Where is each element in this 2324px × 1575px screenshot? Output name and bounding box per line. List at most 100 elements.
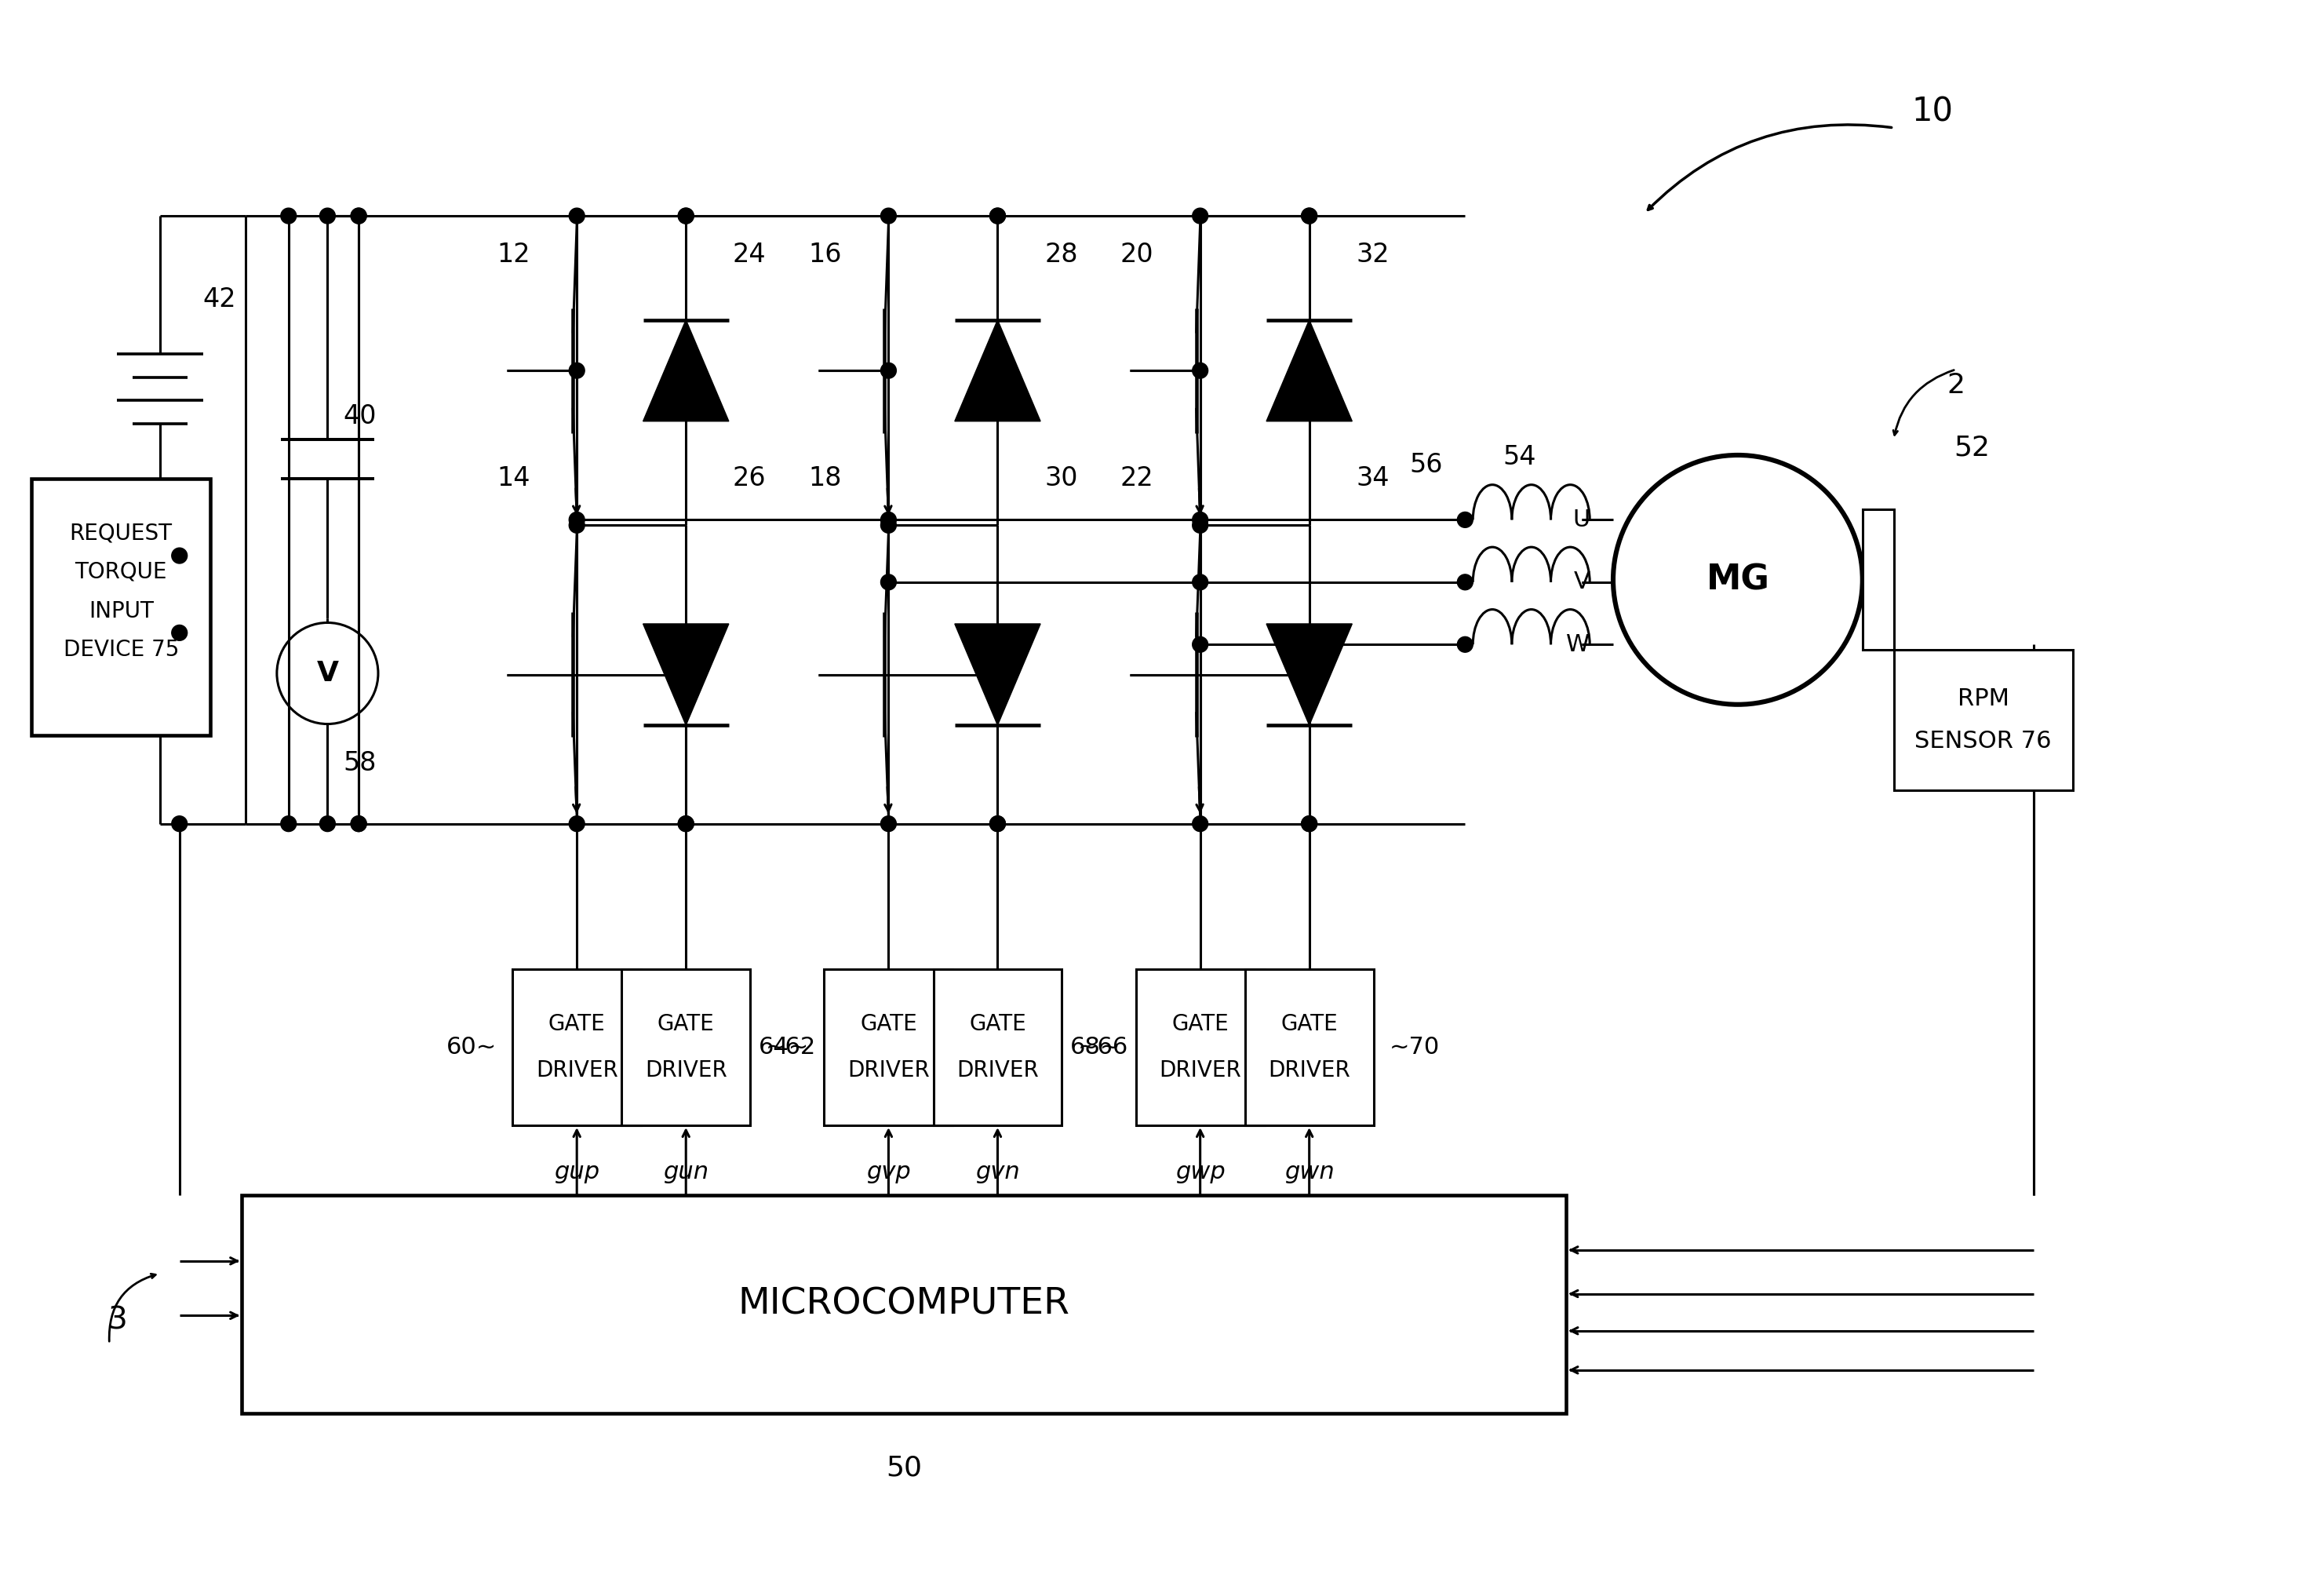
Bar (1862, 510, 1894, 650)
Polygon shape (1267, 320, 1353, 421)
Bar (621, 970, 751, 1125)
Circle shape (569, 362, 586, 378)
Circle shape (1301, 816, 1318, 832)
Text: GATE: GATE (548, 1013, 604, 1035)
Text: V: V (316, 660, 339, 687)
Polygon shape (955, 624, 1041, 725)
Circle shape (321, 816, 335, 832)
Bar (825, 970, 953, 1125)
Circle shape (990, 666, 1006, 682)
Circle shape (172, 625, 188, 641)
Text: DEVICE 75: DEVICE 75 (63, 639, 179, 662)
Circle shape (569, 518, 586, 532)
Text: 32: 32 (1355, 243, 1390, 268)
Text: 52: 52 (1954, 435, 1989, 460)
Circle shape (1192, 208, 1208, 224)
Text: 18: 18 (809, 466, 841, 491)
Text: DRIVER: DRIVER (957, 1060, 1039, 1082)
Circle shape (281, 208, 297, 224)
Text: 40: 40 (344, 403, 376, 428)
Polygon shape (1267, 624, 1353, 725)
Text: GATE: GATE (658, 1013, 713, 1035)
Bar (1246, 970, 1373, 1125)
Polygon shape (955, 320, 1041, 421)
Circle shape (990, 208, 1006, 224)
Bar (514, 970, 641, 1125)
Text: 30: 30 (1043, 466, 1078, 491)
Circle shape (1457, 575, 1473, 591)
Circle shape (1192, 575, 1208, 591)
Circle shape (1192, 518, 1208, 532)
Circle shape (172, 548, 188, 564)
Text: 64~: 64~ (758, 1036, 809, 1058)
Circle shape (1301, 208, 1318, 224)
Text: 3: 3 (107, 1306, 128, 1336)
Text: 56: 56 (1408, 452, 1443, 479)
Text: V: V (1573, 570, 1590, 594)
Text: ~62: ~62 (767, 1036, 816, 1058)
Bar (242, 1195, 1566, 1414)
Text: 12: 12 (497, 243, 530, 268)
Text: gvn: gvn (976, 1161, 1020, 1183)
Text: GATE: GATE (1171, 1013, 1229, 1035)
Text: W: W (1566, 633, 1590, 655)
Text: 26: 26 (732, 466, 767, 491)
Circle shape (881, 816, 897, 832)
Text: 50: 50 (885, 1455, 923, 1482)
Text: 10: 10 (1913, 96, 1954, 129)
Text: U: U (1573, 509, 1590, 531)
Circle shape (990, 208, 1006, 224)
Text: 34: 34 (1355, 466, 1390, 491)
Circle shape (351, 208, 367, 224)
Text: TORQUE: TORQUE (74, 561, 167, 583)
Circle shape (679, 816, 695, 832)
Text: 2: 2 (1948, 372, 1966, 398)
Text: gwp: gwp (1176, 1161, 1225, 1183)
Circle shape (881, 362, 897, 378)
Circle shape (990, 816, 1006, 832)
Circle shape (351, 816, 367, 832)
Bar (33, 479, 211, 736)
Text: SENSOR 76: SENSOR 76 (1915, 729, 2052, 753)
Circle shape (679, 816, 695, 832)
Text: MG: MG (1706, 562, 1769, 597)
Circle shape (1457, 636, 1473, 652)
Circle shape (679, 666, 695, 682)
Text: GATE: GATE (969, 1013, 1027, 1035)
Circle shape (351, 816, 367, 832)
Bar (1136, 970, 1264, 1125)
Text: RPM: RPM (1957, 688, 2010, 710)
Text: ~70: ~70 (1390, 1036, 1439, 1058)
Circle shape (1192, 816, 1208, 832)
Text: DRIVER: DRIVER (1269, 1060, 1350, 1082)
Text: 54: 54 (1504, 444, 1536, 471)
Bar (934, 970, 1062, 1125)
Circle shape (351, 208, 367, 224)
Circle shape (1301, 666, 1318, 682)
Circle shape (172, 816, 188, 832)
Text: REQUEST: REQUEST (70, 521, 172, 543)
Text: gwn: gwn (1285, 1161, 1334, 1183)
Circle shape (881, 208, 897, 224)
Text: ~66: ~66 (1078, 1036, 1127, 1058)
Polygon shape (644, 624, 730, 725)
Text: 14: 14 (497, 466, 530, 491)
Circle shape (881, 518, 897, 532)
Circle shape (569, 208, 586, 224)
Text: 42: 42 (202, 287, 237, 312)
Text: gup: gup (553, 1161, 600, 1183)
Circle shape (1457, 512, 1473, 528)
Text: 16: 16 (809, 243, 841, 268)
Text: DRIVER: DRIVER (644, 1060, 727, 1082)
Circle shape (321, 208, 335, 224)
Text: 68~: 68~ (1069, 1036, 1120, 1058)
Bar (1894, 650, 2073, 791)
Circle shape (569, 816, 586, 832)
Text: 22: 22 (1120, 466, 1153, 491)
Text: gvp: gvp (867, 1161, 911, 1183)
Text: DRIVER: DRIVER (848, 1060, 930, 1082)
Circle shape (1192, 512, 1208, 528)
Text: GATE: GATE (1281, 1013, 1339, 1035)
Text: gun: gun (662, 1161, 709, 1183)
Text: 24: 24 (732, 243, 767, 268)
